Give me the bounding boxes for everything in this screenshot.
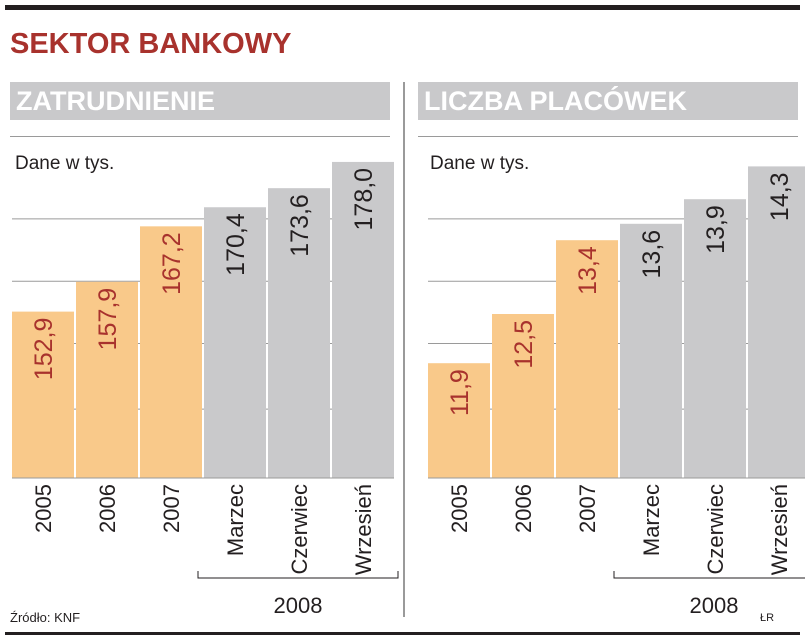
- category-label: 2006: [95, 484, 120, 533]
- category-label: 2005: [447, 484, 472, 533]
- chart-subtitle-branches: Dane w tys.: [430, 153, 529, 174]
- group-bracket: [197, 571, 399, 579]
- value-label: 170,4: [222, 213, 250, 276]
- chart-title-employment: ZATRUDNIENIE: [10, 82, 390, 120]
- value-label: 173,6: [286, 194, 314, 257]
- value-label: 12,5: [510, 320, 538, 369]
- value-label: 11,9: [446, 369, 474, 416]
- top-rule: [5, 5, 800, 10]
- bar-2005: [12, 311, 74, 478]
- group-bracket: [613, 571, 805, 579]
- bar-2007: [140, 226, 202, 478]
- chart-employment: Dane w tys. 152,9 2005 157,9 2006 167,2 2007 1…: [12, 153, 399, 618]
- value-label: 167,2: [158, 232, 186, 295]
- header-rule-left: [10, 136, 390, 137]
- value-label: 14,3: [766, 172, 794, 221]
- category-label: Czerwiec: [703, 484, 728, 574]
- chart-branches: Dane w tys. 11,9 2005 12,5 2006 13,4 2007 13,6…: [428, 153, 805, 618]
- bar-2007: [556, 240, 618, 478]
- bar-czerwiec: [684, 199, 746, 478]
- chart-subtitle-employment: Dane w tys.: [15, 153, 114, 174]
- bar-marzec: [620, 223, 682, 478]
- category-label: Marzec: [639, 484, 664, 556]
- bar-wrzesień: [332, 161, 394, 478]
- value-label: 13,4: [574, 246, 602, 295]
- bar-2005: [428, 363, 490, 478]
- group-label-2008: 2008: [690, 593, 739, 618]
- group-label-2008: 2008: [274, 593, 323, 618]
- category-label: Czerwiec: [287, 484, 312, 574]
- bar-wrzesień: [748, 166, 805, 478]
- header-rule-right: [418, 136, 798, 137]
- category-label: Marzec: [223, 484, 248, 556]
- category-label: Wrzesień: [767, 484, 792, 575]
- category-label: 2005: [31, 484, 56, 533]
- bar-czerwiec: [268, 188, 330, 478]
- panel-divider: [403, 82, 405, 617]
- author-credit: ŁR: [760, 612, 775, 624]
- value-label: 13,9: [702, 205, 730, 254]
- bottom-rule: [5, 632, 800, 635]
- bar-2006: [492, 314, 554, 478]
- category-label: 2006: [511, 484, 536, 533]
- category-label: 2007: [575, 484, 600, 533]
- value-label: 13,6: [638, 230, 666, 279]
- source-note: Źródło: KNF: [10, 610, 81, 625]
- value-label: 178,0: [350, 168, 378, 231]
- chart-title-branches: LICZBA PLACÓWEK: [418, 82, 798, 120]
- bar-marzec: [204, 207, 266, 478]
- page-title: SEKTOR BANKOWY: [10, 28, 292, 60]
- bar-2006: [76, 281, 138, 478]
- value-label: 157,9: [94, 288, 122, 351]
- category-label: 2007: [159, 484, 184, 533]
- category-label: Wrzesień: [351, 484, 376, 575]
- value-label: 152,9: [30, 318, 58, 381]
